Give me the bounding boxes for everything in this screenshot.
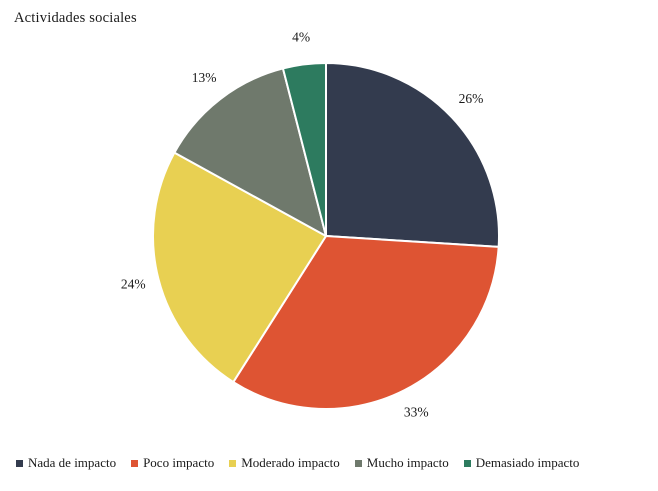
legend-swatch-icon <box>16 459 23 467</box>
pie-slice-2[interactable] <box>152 151 327 384</box>
legend-item-1[interactable]: Poco impacto <box>131 455 214 471</box>
slice-percent-label-1: 33% <box>404 404 429 419</box>
pie-slice-4[interactable] <box>281 62 327 237</box>
legend-label: Moderado impacto <box>241 455 340 470</box>
legend-swatch-icon <box>229 459 237 467</box>
legend-item-0[interactable]: Nada de impacto <box>16 455 116 471</box>
legend-item-2[interactable]: Moderado impacto <box>229 455 340 471</box>
pie-slice-3[interactable] <box>173 67 327 237</box>
slice-percent-label-2: 24% <box>121 277 146 292</box>
legend-swatch-icon <box>354 459 362 467</box>
legend-swatch-icon <box>131 459 139 467</box>
slice-percent-label-3: 13% <box>192 70 217 85</box>
legend-label: Poco impacto <box>143 455 215 470</box>
legend-item-3[interactable]: Mucho impacto <box>354 455 449 471</box>
slice-percent-label-4: 4% <box>292 30 310 45</box>
pie-slice-0[interactable] <box>325 62 501 248</box>
slice-percent-label-0: 26% <box>459 91 484 106</box>
legend-swatch-icon <box>463 459 471 467</box>
chart-legend: Nada de impacto Poco impacto Moderado impa… <box>16 455 650 471</box>
legend-item-4[interactable]: Demasiado impacto <box>463 455 580 471</box>
pie-chart: 26% 33% 24% 13% 4% <box>121 30 501 419</box>
legend-label: Nada de impacto <box>28 455 117 470</box>
legend-label: Demasiado impacto <box>475 455 580 470</box>
chart-title: Actividades sociales <box>14 10 137 26</box>
legend-label: Mucho impacto <box>366 455 449 470</box>
